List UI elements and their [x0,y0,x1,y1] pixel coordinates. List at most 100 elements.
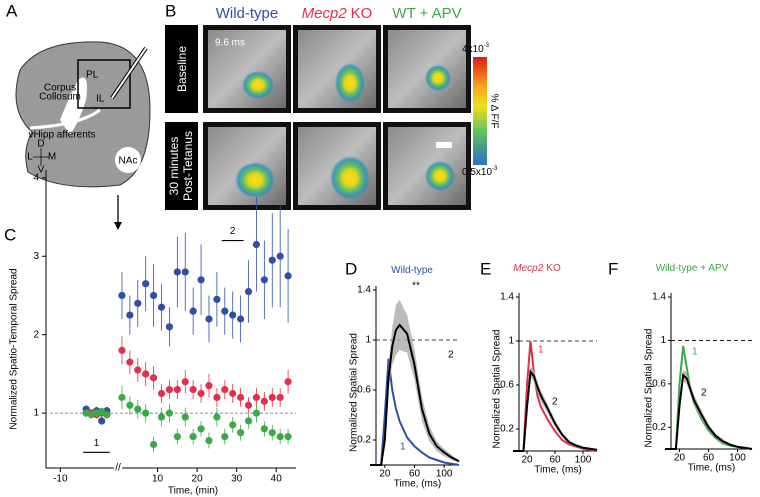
label: Corpus [44,83,76,94]
point [197,276,205,284]
row-label: Post-Tetanus [181,131,195,201]
point [260,397,268,405]
x-tick-label: 100 [575,455,592,466]
point [157,389,166,398]
x-axis-label: Time, (ms) [688,463,735,474]
y-tick-label: 0.2 [500,424,514,435]
significance: ** [412,281,420,292]
point [98,407,106,416]
x-axis-label: Time, (ms) [394,479,441,490]
axis-break: // [115,463,121,474]
roi-box [77,59,131,109]
x-tick-label: 60 [549,455,561,466]
point [157,413,166,421]
title-part: Mecp2 [513,263,543,274]
x-tick-label: 20 [521,455,533,466]
x-tick-label: 100 [729,453,746,464]
point [252,393,261,402]
column-header: Wild-type [216,5,279,22]
point [229,311,237,319]
y-tick-label: 1 [33,408,39,419]
arrow-head [114,222,122,230]
line [370,323,460,466]
colorbar-label: % Δ F/F [488,93,499,128]
panel-letter: C [4,225,16,244]
point [126,311,134,319]
scale-bar [436,142,452,148]
electrode [111,47,147,99]
point [150,440,158,449]
series-label: 2 [552,397,558,408]
x-tick-label: 20 [379,469,391,480]
panel-b: B 9.6 ms Baseline 30 minutes Post-Tetanu… [165,1,499,210]
point [213,295,221,303]
point [268,256,276,264]
point [221,433,229,441]
x-axis-label: Time, (ms) [534,465,581,476]
row-label-box [165,122,198,210]
point [118,393,126,402]
activity [425,65,451,91]
activity [235,162,275,198]
y-tick-label: 1 [365,335,371,346]
x-tick-label: 10 [152,474,164,485]
point [142,409,150,417]
y-tick-label: 4 [33,172,39,183]
annotation: 1 [94,438,100,449]
point [260,276,268,284]
point [244,401,253,409]
point [276,393,284,402]
point [134,405,142,413]
y-tick-label: 0.6 [652,378,666,389]
point [276,433,284,441]
series-label: 2 [701,388,707,399]
nac-region [115,147,141,173]
x-tick-label: 20 [674,453,686,464]
point [284,433,292,441]
point [142,370,150,378]
title-part: KO [546,263,561,274]
series-label: 1 [400,442,406,453]
x-tick-label: 100 [436,469,453,480]
afferent-path [29,108,101,130]
point [142,280,150,288]
y-tick-label: 0.6 [500,380,514,391]
point [221,307,229,315]
y-tick-label: 1 [508,336,514,347]
point [134,366,142,374]
image [388,30,466,108]
x-axis-label: Time, (min) [168,486,218,497]
point [252,409,261,417]
point [205,436,213,445]
series-label: 2 [448,350,454,361]
series-label: 1 [538,345,544,356]
header-part: Wild-type [216,5,279,22]
y-tick-label: 2 [33,329,39,340]
label: IL [96,94,105,105]
point [134,299,142,307]
point [197,425,205,433]
label: NAc [119,156,138,167]
point [237,393,245,402]
column-header: Mecp2 KO [302,5,373,22]
y-tick-label: 1.4 [652,292,666,303]
chart-title: Wild-type [391,265,433,276]
label: Collosum [39,92,81,103]
activity [335,63,365,103]
point [126,401,134,409]
point [244,417,253,425]
point [173,433,181,441]
y-tick-label: 0.2 [357,435,371,446]
point [189,307,197,315]
colorbar-max: 4x10-3 [462,43,490,55]
point [276,252,284,260]
line [513,369,598,452]
header-part: Mecp2 [302,5,348,22]
x-tick-label: 60 [409,469,421,480]
series-label: 1 [692,347,698,358]
y-axis-label: Normalized Spatial Spread [492,330,503,449]
point [150,291,158,300]
point [181,268,189,276]
chart-title: Wild-type + APV [656,263,729,274]
